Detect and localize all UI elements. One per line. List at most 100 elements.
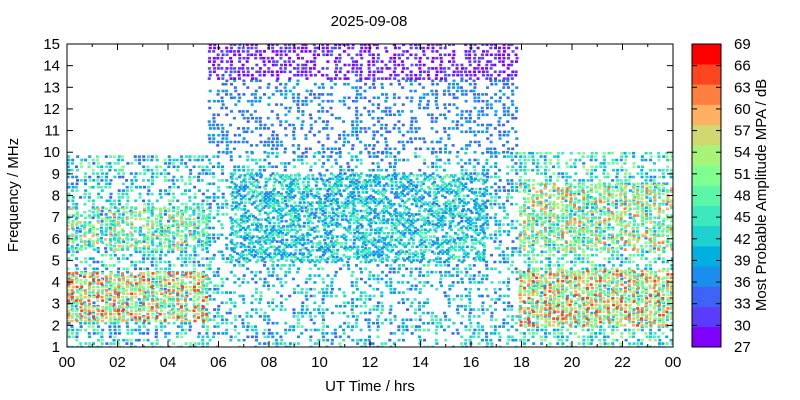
data-point [283, 168, 287, 172]
data-point [212, 99, 216, 103]
data-point [490, 298, 494, 301]
data-point [211, 133, 215, 137]
data-point [171, 217, 175, 221]
data-point [307, 214, 311, 218]
data-point [310, 208, 314, 211]
data-point [184, 162, 188, 165]
data-point [468, 264, 472, 267]
data-point [112, 312, 116, 316]
data-point [84, 260, 88, 264]
data-point [397, 219, 401, 223]
data-point [296, 185, 300, 189]
data-point [201, 231, 205, 234]
data-point [96, 196, 100, 199]
data-point [97, 338, 100, 342]
data-point [279, 192, 283, 196]
data-point [470, 187, 474, 191]
data-point [460, 230, 464, 233]
data-point [351, 325, 355, 328]
data-point [455, 294, 459, 298]
data-point [355, 253, 359, 257]
data-point [468, 277, 472, 281]
data-point [478, 218, 482, 221]
data-point [241, 165, 245, 169]
data-point [494, 155, 498, 158]
data-point [330, 281, 334, 284]
data-point [184, 306, 188, 309]
data-point [376, 321, 379, 325]
data-point [225, 140, 229, 144]
data-point [164, 189, 167, 192]
data-point [313, 151, 317, 155]
data-point [71, 335, 75, 339]
data-point [171, 248, 175, 251]
data-point [498, 294, 502, 298]
data-point [511, 247, 515, 250]
data-point [498, 325, 502, 328]
data-point [401, 223, 405, 226]
data-point [415, 204, 419, 208]
data-point [155, 260, 158, 264]
data-point [265, 238, 269, 242]
data-point [201, 221, 205, 224]
data-point [154, 207, 158, 211]
data-point [390, 184, 394, 187]
data-point [294, 248, 298, 252]
data-point [332, 228, 336, 232]
data-point [465, 226, 469, 230]
data-point [435, 168, 439, 172]
data-point [230, 247, 233, 250]
data-point [225, 179, 229, 182]
data-point [414, 192, 418, 196]
data-point [498, 240, 502, 243]
data-point [109, 248, 113, 251]
data-point [477, 328, 481, 332]
data-point [221, 165, 224, 169]
data-point [297, 214, 301, 218]
data-point [388, 311, 392, 315]
data-point [502, 185, 506, 189]
data-point [234, 103, 238, 106]
data-point [414, 185, 418, 189]
data-point [117, 158, 121, 162]
data-point [423, 301, 427, 305]
data-point [371, 196, 375, 199]
data-point [155, 227, 159, 231]
data-point [180, 289, 184, 292]
data-point [449, 184, 453, 187]
data-point [427, 213, 431, 216]
data-point [150, 210, 154, 214]
data-point [184, 217, 188, 221]
data-point [254, 89, 258, 93]
data-point [197, 179, 200, 182]
data-point [472, 335, 476, 339]
data-point [280, 284, 284, 288]
data-point [510, 189, 514, 192]
data-point [100, 342, 104, 345]
data-point [67, 217, 70, 221]
data-point [208, 172, 212, 175]
data-point [376, 165, 380, 169]
data-point [343, 247, 347, 250]
data-point [420, 180, 424, 184]
data-point [331, 177, 335, 181]
data-point [409, 270, 413, 274]
data-point [420, 194, 424, 198]
data-point [389, 287, 393, 291]
data-point [105, 292, 109, 296]
data-point [444, 274, 447, 277]
data-point [481, 328, 485, 332]
data-point [431, 162, 435, 165]
data-point [201, 345, 205, 347]
data-point [125, 282, 129, 285]
data-point [108, 182, 112, 186]
data-point [321, 202, 325, 206]
data-point [74, 309, 78, 313]
data-point [196, 226, 200, 230]
data-point [364, 196, 368, 199]
data-point [349, 191, 353, 194]
data-point [67, 299, 70, 302]
data-point [163, 275, 167, 279]
data-point [67, 292, 70, 296]
data-point [313, 301, 317, 305]
